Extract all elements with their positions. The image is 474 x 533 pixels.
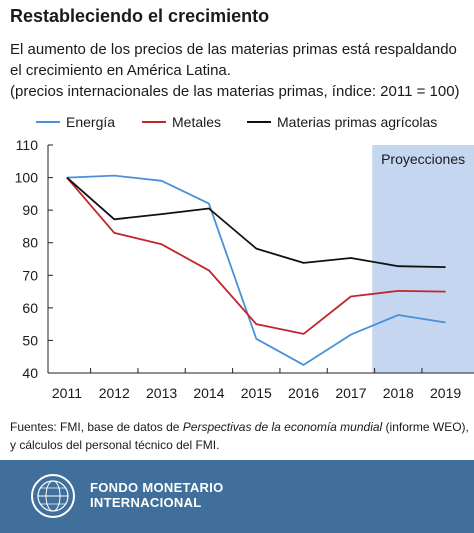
legend-label-2: Metales bbox=[172, 114, 221, 130]
sources-line-2: y cálculos del personal técnico del FMI. bbox=[10, 438, 220, 452]
y-tick-label: 110 bbox=[16, 137, 39, 153]
projection-band bbox=[372, 145, 474, 373]
y-tick-label: 40 bbox=[22, 365, 38, 381]
y-tick-label: 100 bbox=[15, 170, 39, 186]
x-tick-label: 2011 bbox=[52, 385, 82, 401]
sources-publication: Perspectivas de la economía mundial bbox=[182, 420, 383, 434]
org-name-line-2: INTERNACIONAL bbox=[90, 495, 202, 510]
org-name-line-1: FONDO MONETARIO bbox=[90, 480, 224, 495]
subtitle-line-2: el crecimiento en América Latina. bbox=[10, 62, 231, 79]
x-tick-label: 2016 bbox=[288, 385, 319, 401]
footer-banner: FONDO MONETARIO INTERNACIONAL bbox=[0, 460, 474, 533]
x-tick-label: 2017 bbox=[335, 385, 366, 401]
x-tick-label: 2013 bbox=[146, 385, 177, 401]
x-tick-label: 2018 bbox=[383, 385, 414, 401]
chart-title: Restableciendo el crecimiento bbox=[10, 6, 270, 26]
series-line-1 bbox=[66, 174, 446, 366]
legend-label-3: Materias primas agrícolas bbox=[277, 114, 437, 130]
units-note: (precios internacionales de las materias… bbox=[10, 83, 460, 100]
x-tick-label: 2015 bbox=[241, 385, 272, 401]
imf-wordmark: FONDO MONETARIO INTERNACIONAL bbox=[90, 480, 224, 510]
legend-label-1: Energía bbox=[66, 114, 115, 130]
chart-subtitle: El aumento de los precios de las materia… bbox=[10, 39, 470, 102]
x-tick-label: 2014 bbox=[193, 385, 224, 401]
line-chart: Proyecciones 40 50 60 70 80 90 100 110 2011 2012 20… bbox=[15, 114, 474, 401]
sources-prefix: Fuentes: FMI, base de datos de bbox=[10, 420, 183, 434]
sources-note: Fuentes: FMI, base de datos de Perspecti… bbox=[10, 418, 470, 454]
y-tick-label: 90 bbox=[22, 202, 38, 218]
chart-area: Proyecciones 40 50 60 70 80 90 100 110 2011 2012 20… bbox=[0, 106, 474, 406]
y-tick-label: 80 bbox=[22, 235, 38, 251]
subtitle-line-1: El aumento de los precios de las materia… bbox=[10, 41, 457, 58]
y-tick-label: 50 bbox=[22, 332, 38, 348]
series-line-3 bbox=[66, 176, 446, 268]
x-tick-label: 2012 bbox=[99, 385, 130, 401]
x-tick-label: 2019 bbox=[430, 385, 461, 401]
sources-suffix: (informe WEO), bbox=[382, 420, 469, 434]
projection-label: Proyecciones bbox=[381, 151, 465, 167]
y-tick-label: 70 bbox=[22, 267, 38, 283]
imf-seal-icon bbox=[31, 474, 75, 518]
y-tick-label: 60 bbox=[22, 300, 38, 316]
series-line-2 bbox=[66, 177, 446, 335]
